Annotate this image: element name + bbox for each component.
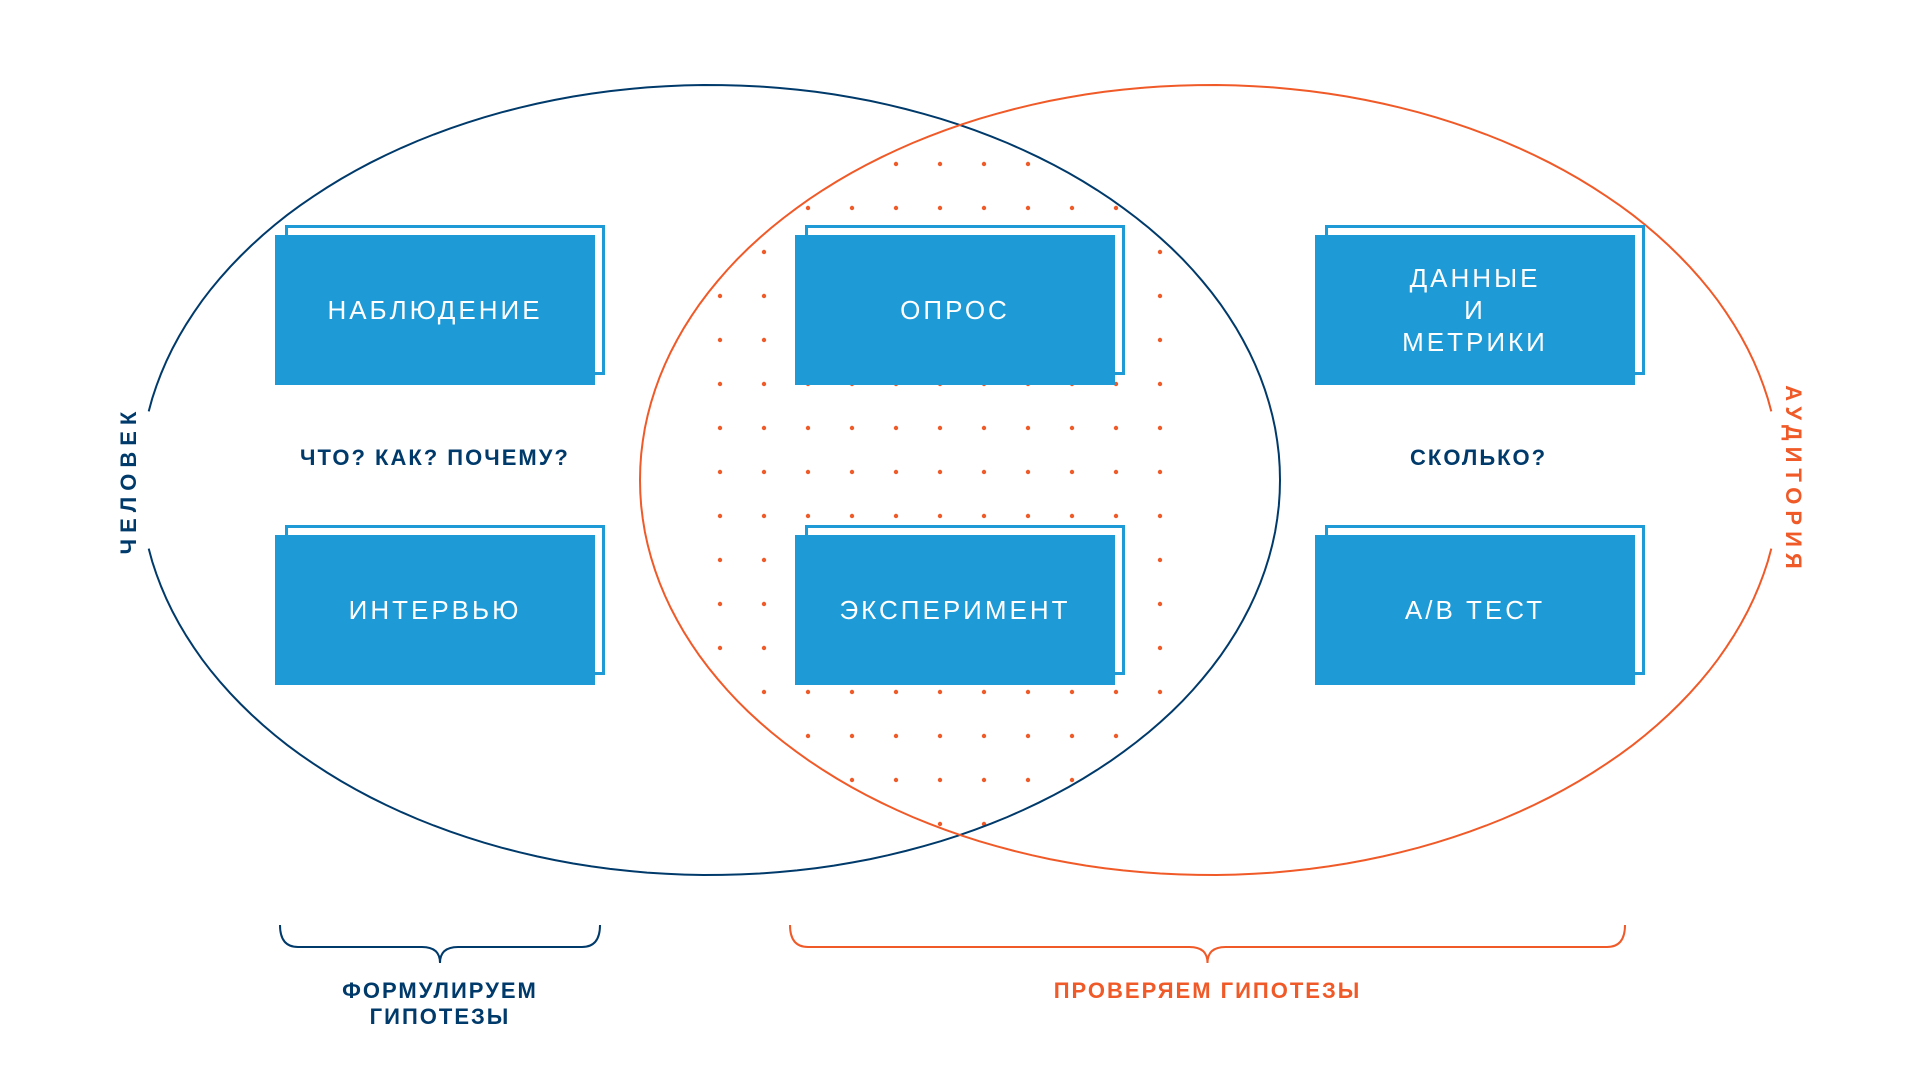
card-interview: ИНТЕРВЬЮ <box>285 525 605 675</box>
brace-right-label: ПРОВЕРЯЕМ ГИПОТЕЗЫ <box>790 978 1625 1004</box>
card-front: ДАННЫЕ И МЕТРИКИ <box>1315 235 1635 385</box>
svg-text:ЧЕЛОВЕК: ЧЕЛОВЕК <box>116 406 141 555</box>
card-front: НАБЛЮДЕНИЕ <box>275 235 595 385</box>
brace-left-label: ФОРМУЛИРУЕМ ГИПОТЕЗЫ <box>280 978 600 1030</box>
svg-text:АУДИТОРИЯ: АУДИТОРИЯ <box>1781 385 1806 574</box>
card-front: ОПРОС <box>795 235 1115 385</box>
card-label: ИНТЕРВЬЮ <box>349 594 522 626</box>
card-label: ОПРОС <box>900 294 1010 326</box>
card-label: НАБЛЮДЕНИЕ <box>327 294 542 326</box>
card-label: ЭКСПЕРИМЕНТ <box>839 594 1070 626</box>
card-experiment: ЭКСПЕРИМЕНТ <box>805 525 1125 675</box>
card-abtest: А/В ТЕСТ <box>1325 525 1645 675</box>
card-observation: НАБЛЮДЕНИЕ <box>285 225 605 375</box>
question-left: ЧТО? КАК? ПОЧЕМУ? <box>300 445 570 471</box>
question-right: СКОЛЬКО? <box>1410 445 1547 471</box>
diagram-stage: ЧЕЛОВЕК АУДИТОРИЯ НАБЛЮДЕНИЕ ИНТЕРВЬЮ ОПР… <box>0 0 1920 1080</box>
card-survey: ОПРОС <box>805 225 1125 375</box>
card-label: А/В ТЕСТ <box>1405 594 1545 626</box>
card-front: ЭКСПЕРИМЕНТ <box>795 535 1115 685</box>
card-label: ДАННЫЕ И МЕТРИКИ <box>1402 262 1548 358</box>
card-data: ДАННЫЕ И МЕТРИКИ <box>1325 225 1645 375</box>
card-front: ИНТЕРВЬЮ <box>275 535 595 685</box>
card-front: А/В ТЕСТ <box>1315 535 1635 685</box>
